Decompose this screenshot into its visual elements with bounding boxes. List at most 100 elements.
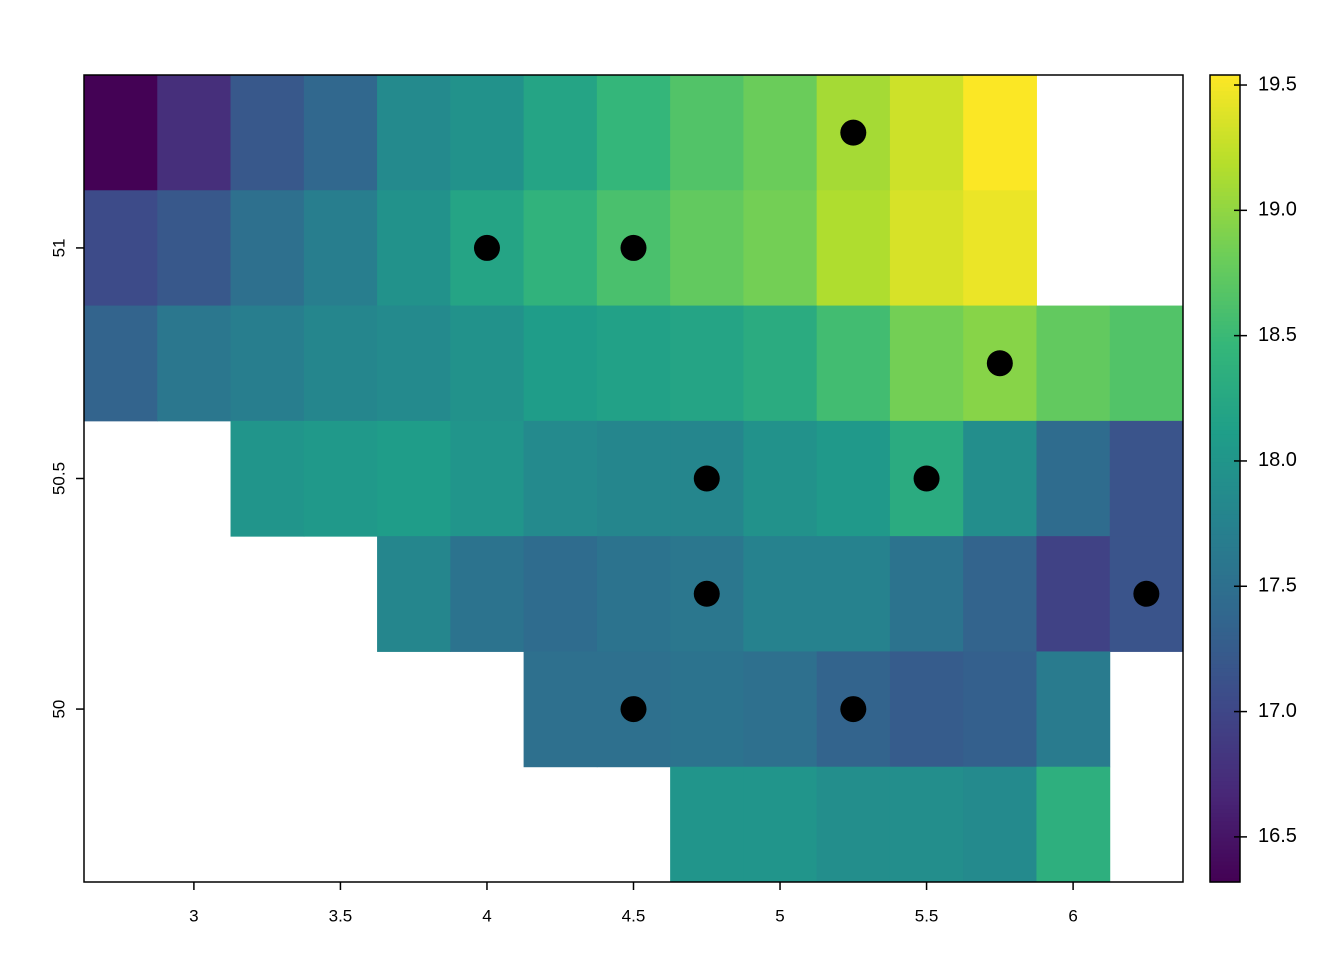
colorbar-slice (1210, 486, 1240, 492)
colorbar-slice (1210, 143, 1240, 149)
raster-cell (1036, 651, 1111, 768)
colorbar-slice (1210, 369, 1240, 375)
colorbar-slice (1210, 631, 1240, 637)
raster-cell (963, 420, 1037, 537)
colorbar-slice (1210, 373, 1240, 379)
colorbar-slice (1210, 240, 1240, 246)
colorbar-slice (1210, 813, 1240, 819)
colorbar-slice (1210, 668, 1240, 673)
colorbar-slice (1210, 434, 1240, 439)
colorbar-slice (1210, 397, 1240, 403)
colorbar-slice (1210, 385, 1240, 391)
point (620, 696, 647, 723)
x-tick-label: 5.5 (915, 906, 939, 925)
colorbar-slice (1210, 317, 1240, 322)
colorbar-slice (1210, 643, 1240, 649)
x-tick-label: 3.5 (329, 906, 353, 925)
raster-cell (596, 536, 671, 652)
colorbar-slice (1210, 248, 1240, 254)
colorbar-slice (1210, 510, 1240, 516)
colorbar-slice (1210, 292, 1240, 298)
colorbar-slice (1210, 692, 1240, 697)
colorbar-slice (1210, 333, 1240, 338)
colorbar-slice (1210, 163, 1240, 169)
colorbar-slice (1210, 228, 1240, 233)
colorbar-slice (1210, 567, 1240, 572)
raster-cell (743, 305, 818, 422)
colorbar-slice (1210, 611, 1240, 617)
colorbar-slice (1210, 401, 1240, 407)
colorbar-slice (1210, 220, 1240, 225)
colorbar-slice (1210, 773, 1240, 778)
raster-cell (523, 651, 598, 768)
colorbar-slice (1210, 575, 1240, 580)
raster-cell (450, 75, 525, 191)
colorbar-slice (1210, 857, 1240, 863)
colorbar-slice (1210, 724, 1240, 730)
raster-cell (303, 420, 378, 537)
colorbar-slice (1210, 522, 1240, 528)
raster-cell (84, 75, 158, 191)
point (913, 465, 940, 492)
raster-cell (889, 75, 964, 191)
colorbar-slice (1210, 422, 1240, 427)
raster-cell (670, 75, 744, 191)
colorbar-slice (1210, 381, 1240, 387)
colorbar-slice (1210, 212, 1240, 217)
colorbar-slice (1210, 341, 1240, 346)
colorbar-slice (1210, 583, 1240, 589)
colorbar-slice (1210, 260, 1240, 266)
colorbar-slice (1210, 325, 1240, 330)
raster-cell (963, 766, 1037, 883)
colorbar-slice (1210, 635, 1240, 641)
raster-cell (743, 536, 818, 652)
raster-cell (84, 305, 158, 422)
colorbar-slice (1210, 377, 1240, 383)
point (473, 234, 500, 261)
colorbar-tick-label: 19.5 (1258, 73, 1297, 95)
colorbar-slice (1210, 236, 1240, 242)
raster-cell (1036, 420, 1111, 537)
raster-cell (523, 305, 598, 422)
colorbar-slice (1210, 393, 1240, 399)
colorbar-slice (1210, 615, 1240, 621)
raster-cell (596, 305, 671, 422)
colorbar-slice (1210, 869, 1240, 875)
colorbar-slice (1210, 115, 1240, 120)
colorbar-slice (1210, 430, 1240, 435)
point (693, 580, 720, 607)
colorbar-slice (1210, 817, 1240, 823)
raster-cell (377, 536, 451, 652)
colorbar-slice (1210, 183, 1240, 189)
colorbar-slice (1210, 696, 1240, 702)
raster-cell (523, 420, 598, 537)
colorbar-slice (1210, 413, 1240, 419)
colorbar-slice (1210, 514, 1240, 520)
raster-cell (303, 75, 378, 191)
colorbar-slice (1210, 704, 1240, 710)
colorbar-slice (1210, 167, 1240, 173)
colorbar-slice (1210, 591, 1240, 597)
raster-cell (743, 766, 818, 883)
colorbar-slice (1210, 264, 1240, 270)
colorbar-slice (1210, 728, 1240, 734)
raster-cell (523, 75, 598, 191)
colorbar-slice (1210, 498, 1240, 504)
colorbar-slice (1210, 300, 1240, 306)
colorbar-slice (1210, 756, 1240, 762)
raster-cell (743, 420, 818, 537)
colorbar-slice (1210, 595, 1240, 601)
colorbar-slice (1210, 345, 1240, 350)
colorbar-slice (1210, 417, 1240, 423)
point (840, 119, 867, 146)
colorbar-slice (1210, 853, 1240, 859)
colorbar-slice (1210, 518, 1240, 524)
colorbar-slice (1210, 349, 1240, 355)
raster-cell (1109, 420, 1184, 537)
colorbar-slice (1210, 304, 1240, 310)
colorbar-slice (1210, 660, 1240, 665)
raster-cell (963, 651, 1037, 768)
colorbar-slice (1210, 716, 1240, 722)
x-tick-label: 4 (482, 906, 491, 925)
